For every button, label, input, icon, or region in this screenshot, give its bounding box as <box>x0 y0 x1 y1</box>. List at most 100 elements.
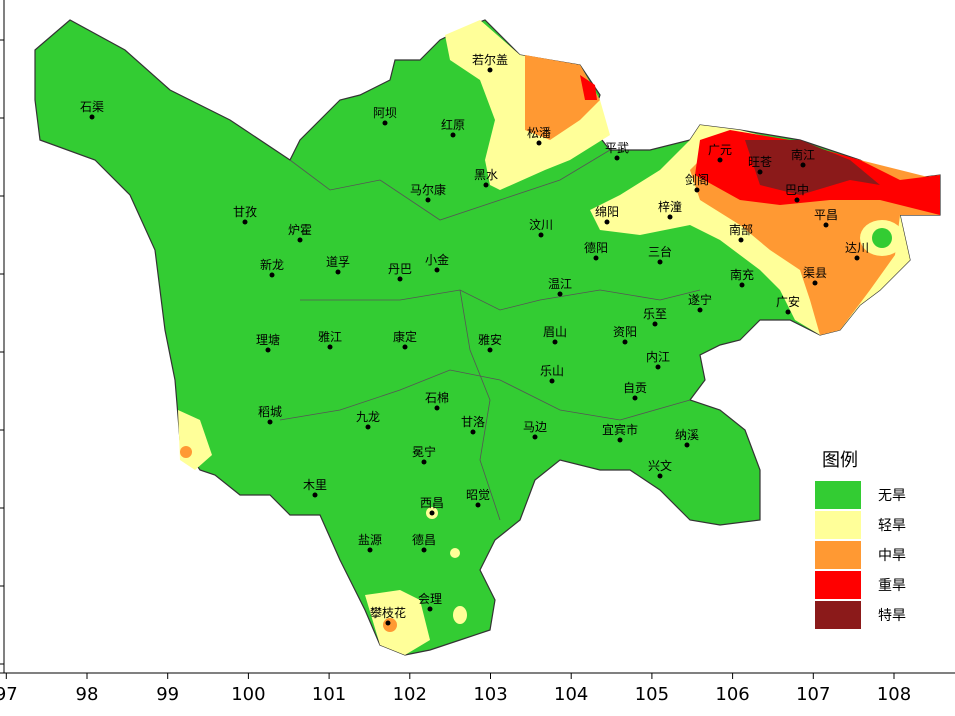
city-dot <box>335 269 341 275</box>
city-label: 旺苍 <box>748 155 772 169</box>
city-label: 雅江 <box>318 329 342 344</box>
city-label: 兴文 <box>648 458 672 473</box>
x-tick-label: 102 <box>393 684 427 705</box>
legend-swatch <box>815 481 861 509</box>
city-dot <box>812 280 818 286</box>
legend-label: 特旱 <box>878 608 906 624</box>
city-label: 红原 <box>441 117 465 132</box>
no-drought-spot <box>872 228 892 248</box>
city-label: 新龙 <box>260 257 284 272</box>
city-label: 阿坝 <box>373 106 397 120</box>
x-tick-label: 99 <box>156 684 179 705</box>
city-label: 乐至 <box>643 307 667 321</box>
city-dot <box>367 547 373 553</box>
city-dot <box>434 405 440 411</box>
legend-swatch <box>815 511 861 539</box>
city-label: 广安 <box>776 294 800 309</box>
city-dot <box>614 155 620 161</box>
county-border <box>279 369 691 421</box>
x-tick-label: 104 <box>554 684 588 705</box>
x-tick-label: 101 <box>312 684 346 705</box>
city-label: 雅安 <box>478 332 502 347</box>
city-dot <box>297 237 303 243</box>
city-label: 达川 <box>845 241 869 255</box>
city-dot <box>655 364 661 370</box>
city-label: 眉山 <box>543 325 567 339</box>
extreme-drought-area <box>745 140 880 195</box>
light-drought-spot <box>453 606 467 624</box>
city-dot <box>557 291 563 297</box>
city-dot <box>800 162 806 168</box>
city-label: 宜宾市 <box>602 422 638 437</box>
city-dot <box>475 502 481 508</box>
city-label: 石棉 <box>425 391 449 405</box>
city-dot <box>549 378 555 384</box>
city-dot <box>487 347 493 353</box>
x-tick-label: 106 <box>715 684 749 705</box>
x-tick-label: 100 <box>231 684 265 705</box>
city-dot <box>854 255 860 261</box>
city-dot <box>421 459 427 465</box>
city-label: 石渠 <box>80 100 104 114</box>
borders <box>279 149 701 521</box>
x-tick-label: 103 <box>473 684 507 705</box>
city-label: 自贡 <box>623 381 647 395</box>
city-dot <box>667 214 673 220</box>
city-label: 汶川 <box>529 217 553 232</box>
city-label: 乐山 <box>540 364 564 378</box>
city-dot <box>425 197 431 203</box>
city-label: 纳溪 <box>675 428 699 442</box>
city-label: 黑水 <box>474 168 498 182</box>
city-dot <box>470 429 476 435</box>
city-dot <box>823 222 829 228</box>
city-label: 德阳 <box>584 240 608 255</box>
light-drought-spot <box>450 548 460 558</box>
city-label: 道孚 <box>326 255 350 269</box>
city-label: 遂宁 <box>688 292 712 307</box>
city-dot <box>429 510 435 516</box>
city-label: 三台 <box>648 244 672 259</box>
city-label: 德昌 <box>412 532 436 547</box>
city-dot <box>532 434 538 440</box>
city-dot <box>538 232 544 238</box>
city-label: 广元 <box>708 143 732 157</box>
city-label: 剑阁 <box>685 172 709 187</box>
city-dot <box>552 339 558 345</box>
city-label: 南部 <box>729 222 753 237</box>
city-dot <box>402 344 408 350</box>
drought-overlays <box>178 20 940 655</box>
city-dot <box>327 344 333 350</box>
severe-drought-area <box>580 75 597 100</box>
city-label: 昭觉 <box>466 488 490 502</box>
x-tick-label: 98 <box>76 684 99 705</box>
county-border <box>459 289 501 521</box>
city-dot <box>536 140 542 146</box>
city-label: 马边 <box>523 420 547 434</box>
legend-swatch <box>815 541 861 569</box>
city-dot <box>487 67 493 73</box>
city-dot <box>694 187 700 193</box>
light-drought-area <box>365 590 430 655</box>
city-dot <box>785 309 791 315</box>
city-label: 丹巴 <box>388 262 412 276</box>
city-dot <box>265 347 271 353</box>
city-dot <box>382 120 388 126</box>
city-dot <box>242 219 248 225</box>
city-label: 甘孜 <box>233 205 257 219</box>
county-border <box>289 149 611 221</box>
city-label: 盐源 <box>358 533 382 547</box>
city-label: 攀枝花 <box>370 605 406 620</box>
city-dot <box>365 424 371 430</box>
city-label: 渠县 <box>803 266 827 280</box>
city-label: 温江 <box>548 277 572 291</box>
moderate-drought-spot <box>383 618 397 632</box>
city-dot <box>385 620 391 626</box>
x-tick-label: 108 <box>877 684 911 705</box>
city-label: 冕宁 <box>412 444 436 459</box>
legend-swatch <box>815 571 861 599</box>
city-dot <box>657 473 663 479</box>
city-label: 南江 <box>791 147 815 162</box>
city-dot <box>617 437 623 443</box>
city-label: 松潘 <box>527 126 551 140</box>
